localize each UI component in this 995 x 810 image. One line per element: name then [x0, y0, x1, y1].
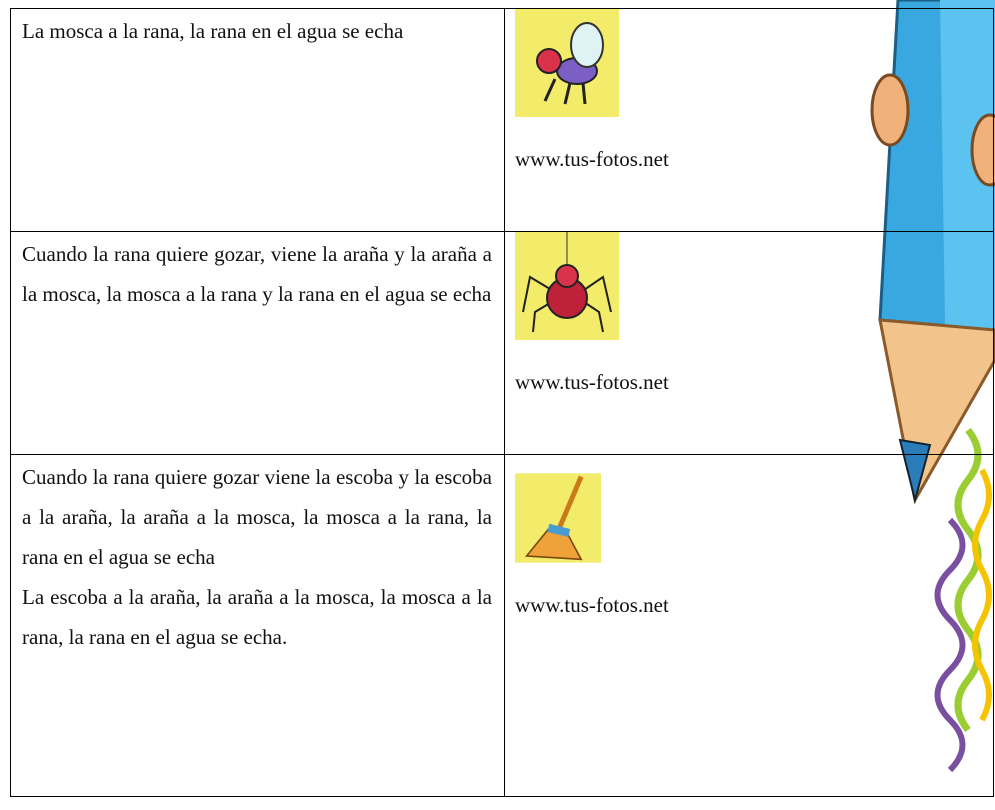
- paragraph: Cuando la rana quiere gozar viene la esc…: [22, 465, 492, 569]
- paragraph: La mosca a la rana, la rana en el agua s…: [22, 19, 404, 43]
- text-cell: La mosca a la rana, la rana en el agua s…: [10, 8, 505, 232]
- image-cell: www.tus-fotos.net: [504, 454, 994, 797]
- text-cell: Cuando la rana quiere gozar, viene la ar…: [10, 231, 505, 455]
- caption: www.tus-fotos.net: [515, 147, 669, 171]
- table-row: Cuando la rana quiere gozar, viene la ar…: [10, 231, 994, 455]
- paragraph: La escoba a la araña, la araña a la mosc…: [22, 585, 492, 649]
- caption: www.tus-fotos.net: [515, 370, 669, 394]
- image-cell: www.tus-fotos.net: [504, 231, 994, 455]
- rhyme-table: La mosca a la rana, la rana en el agua s…: [10, 8, 994, 797]
- broom-image: [515, 473, 601, 563]
- paragraph: Cuando la rana quiere gozar, viene la ar…: [22, 242, 492, 306]
- table-row: La mosca a la rana, la rana en el agua s…: [10, 8, 994, 232]
- image-cell: www.tus-fotos.net: [504, 8, 994, 232]
- fly-image: [515, 9, 619, 117]
- caption: www.tus-fotos.net: [515, 593, 669, 617]
- table-row: Cuando la rana quiere gozar viene la esc…: [10, 454, 994, 797]
- spider-image: [515, 232, 619, 340]
- text-cell: Cuando la rana quiere gozar viene la esc…: [10, 454, 505, 797]
